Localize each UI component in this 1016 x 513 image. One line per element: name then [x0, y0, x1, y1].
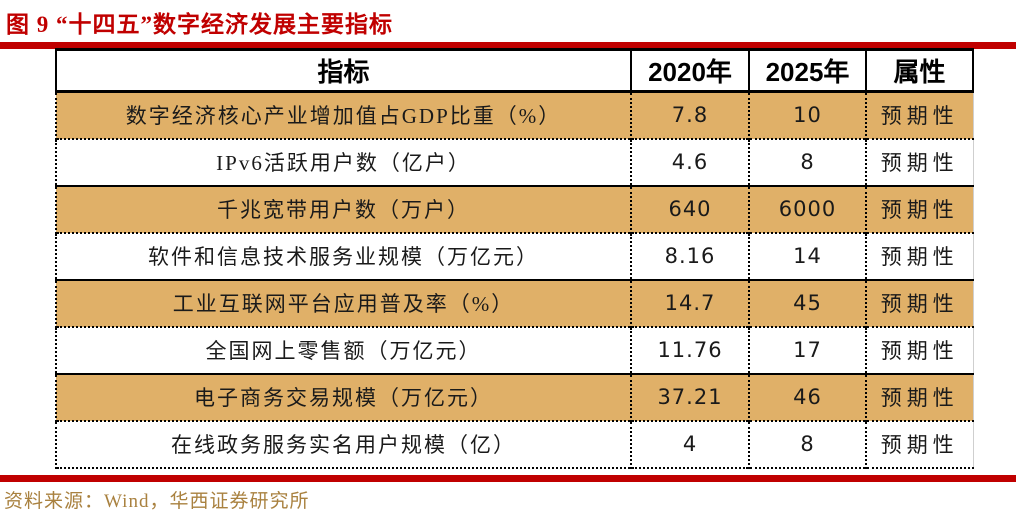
- cell-2020-value: 4: [630, 420, 749, 468]
- cell-indicator: 在线政务服务实名用户规模（亿）: [55, 420, 631, 468]
- cell-2025-value: 46: [748, 373, 866, 421]
- cell-2020-value: 640: [630, 185, 749, 233]
- cell-2020-value: 37.21: [630, 373, 749, 421]
- cell-2025-value: 8: [748, 420, 866, 468]
- top-divider-bar: [0, 42, 1016, 49]
- cell-indicator: 电子商务交易规模（万亿元）: [55, 373, 631, 421]
- cell-2020-value: 7.8: [630, 91, 749, 139]
- table-row: 千兆宽带用户数（万户） 640 6000 预期性: [55, 185, 974, 233]
- source-note: 资料来源：Wind，华西证券研究所: [4, 491, 310, 512]
- cell-2020-value: 11.76: [630, 326, 749, 374]
- cell-attribute: 预期性: [865, 185, 974, 233]
- cell-indicator: 全国网上零售额（万亿元）: [55, 326, 631, 374]
- table-row: 电子商务交易规模（万亿元） 37.21 46 预期性: [55, 373, 974, 421]
- cell-2020-value: 14.7: [630, 279, 749, 327]
- cell-attribute: 预期性: [865, 232, 974, 280]
- table-header-row: 指标 2020年 2025年 属性: [55, 48, 974, 93]
- table-row: 工业互联网平台应用普及率（%） 14.7 45 预期性: [55, 279, 974, 327]
- cell-indicator: 工业互联网平台应用普及率（%）: [55, 279, 631, 327]
- cell-2020-value: 8.16: [630, 232, 749, 280]
- cell-attribute: 预期性: [865, 91, 974, 139]
- bottom-divider-bar: [0, 475, 1016, 482]
- col-header-indicator: 指标: [55, 48, 631, 93]
- cell-indicator: 千兆宽带用户数（万户）: [55, 185, 631, 233]
- cell-2025-value: 17: [748, 326, 866, 374]
- cell-2020-value: 4.6: [630, 138, 749, 186]
- col-header-2020: 2020年: [630, 48, 749, 93]
- cell-attribute: 预期性: [865, 420, 974, 468]
- table-row: 在线政务服务实名用户规模（亿） 4 8 预期性: [55, 420, 974, 468]
- cell-indicator: 数字经济核心产业增加值占GDP比重（%）: [55, 91, 631, 139]
- table-row: IPv6活跃用户数（亿户） 4.6 8 预期性: [55, 138, 974, 186]
- cell-attribute: 预期性: [865, 279, 974, 327]
- cell-attribute: 预期性: [865, 138, 974, 186]
- cell-2025-value: 10: [748, 91, 866, 139]
- col-header-attribute: 属性: [865, 48, 974, 93]
- cell-indicator: 软件和信息技术服务业规模（万亿元）: [55, 232, 631, 280]
- table-row: 全国网上零售额（万亿元） 11.76 17 预期性: [55, 326, 974, 374]
- col-header-2025: 2025年: [748, 48, 866, 93]
- cell-indicator: IPv6活跃用户数（亿户）: [55, 138, 631, 186]
- cell-2025-value: 6000: [748, 185, 866, 233]
- cell-attribute: 预期性: [865, 373, 974, 421]
- figure-title: 图 9 “十四五”数字经济发展主要指标: [6, 12, 393, 37]
- cell-2025-value: 8: [748, 138, 866, 186]
- cell-attribute: 预期性: [865, 326, 974, 374]
- cell-2025-value: 14: [748, 232, 866, 280]
- indicator-table: 指标 2020年 2025年 属性 数字经济核心产业增加值占GDP比重（%） 7…: [55, 48, 974, 469]
- table-row: 软件和信息技术服务业规模（万亿元） 8.16 14 预期性: [55, 232, 974, 280]
- table-row: 数字经济核心产业增加值占GDP比重（%） 7.8 10 预期性: [55, 91, 974, 139]
- cell-2025-value: 45: [748, 279, 866, 327]
